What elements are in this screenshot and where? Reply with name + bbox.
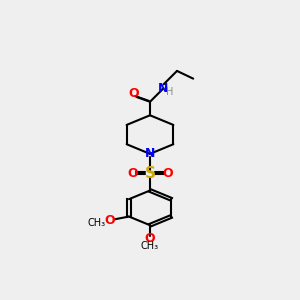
Text: N: N (145, 147, 155, 161)
Text: O: O (128, 87, 139, 100)
Text: CH₃: CH₃ (141, 242, 159, 251)
Text: N: N (158, 82, 169, 95)
Text: O: O (105, 214, 116, 227)
Text: O: O (145, 232, 155, 245)
Text: O: O (162, 167, 173, 180)
Text: CH₃: CH₃ (88, 218, 106, 228)
Text: O: O (127, 167, 138, 180)
Text: S: S (145, 166, 155, 181)
Text: H: H (166, 87, 173, 97)
